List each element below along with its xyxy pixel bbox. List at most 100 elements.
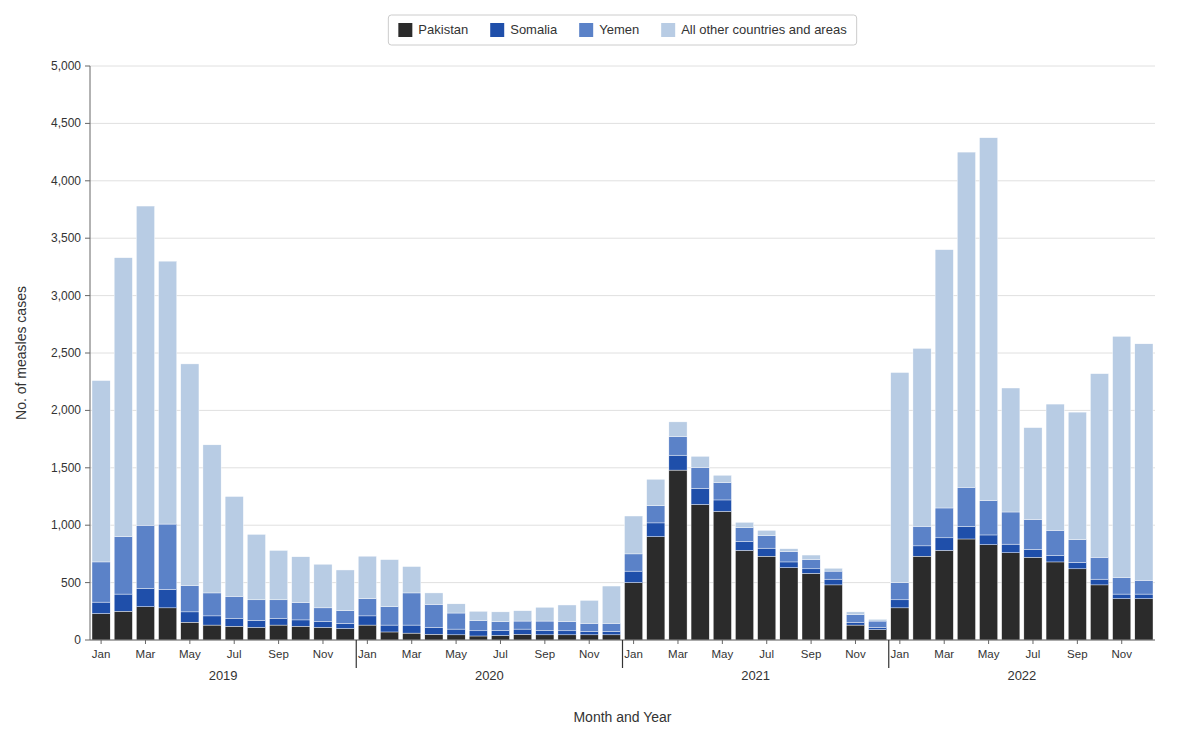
bar-segment bbox=[802, 560, 820, 569]
bar-segment bbox=[957, 539, 975, 640]
y-tick-label: 2,000 bbox=[51, 403, 81, 417]
bar-segment bbox=[913, 546, 931, 556]
bar-segment bbox=[536, 621, 554, 630]
bar-segment bbox=[780, 568, 798, 640]
bar-segment bbox=[1024, 428, 1042, 520]
legend-item: Yemen bbox=[579, 22, 639, 37]
bar-segment bbox=[1090, 585, 1108, 640]
bar-segment bbox=[1135, 599, 1153, 640]
bar-segment bbox=[624, 571, 642, 582]
year-divider bbox=[622, 640, 623, 668]
bar-segment bbox=[247, 534, 265, 599]
bar-segment bbox=[602, 623, 620, 631]
bar-segment bbox=[225, 618, 243, 626]
x-tick bbox=[1032, 640, 1033, 644]
bar-segment bbox=[425, 634, 443, 640]
legend-label: Pakistan bbox=[418, 22, 468, 37]
x-tick-label: May bbox=[711, 648, 733, 660]
legend-swatch bbox=[398, 23, 412, 37]
y-tick bbox=[85, 180, 90, 181]
bar-segment bbox=[891, 583, 909, 600]
bar-segment bbox=[913, 348, 931, 526]
bar-segment bbox=[181, 364, 199, 586]
bar-segment bbox=[292, 620, 310, 626]
bar-segment bbox=[1068, 563, 1086, 569]
bar-segment bbox=[846, 615, 864, 622]
bar-segment bbox=[1113, 594, 1131, 599]
y-tick bbox=[85, 353, 90, 354]
bar-segment bbox=[469, 620, 487, 630]
bar-segment bbox=[913, 556, 931, 640]
x-tick-label: Nov bbox=[313, 648, 334, 660]
bar-segment bbox=[425, 604, 443, 627]
bar-segment bbox=[935, 508, 953, 538]
bar-segment bbox=[92, 614, 110, 640]
x-tick-label: May bbox=[978, 648, 1000, 660]
bar-segment bbox=[735, 550, 753, 640]
x-tick-label: Nov bbox=[579, 648, 600, 660]
x-tick bbox=[811, 640, 812, 644]
bar-segment bbox=[780, 562, 798, 568]
bar-segment bbox=[336, 611, 354, 624]
chart: 05001,0001,5002,0002,5003,0003,5004,0004… bbox=[0, 0, 1185, 744]
legend-label: All other countries and areas bbox=[681, 22, 847, 37]
bar-segment bbox=[558, 635, 576, 640]
x-tick bbox=[855, 640, 856, 644]
y-tick bbox=[85, 410, 90, 411]
bar-segment bbox=[225, 596, 243, 618]
x-tick-label: Jan bbox=[92, 648, 111, 660]
bar-segment bbox=[846, 622, 864, 625]
bar-segment bbox=[491, 630, 509, 635]
x-tick bbox=[1121, 640, 1122, 644]
x-axis: JanMarMayJulSepNovJanMarMayJulSepNovJanM… bbox=[90, 640, 1155, 683]
bar-segment bbox=[891, 373, 909, 583]
bar-segment bbox=[979, 138, 997, 501]
bar-segment bbox=[469, 636, 487, 640]
bar-segment bbox=[403, 567, 421, 593]
bar-segment bbox=[1068, 412, 1086, 539]
bar-segment bbox=[203, 445, 221, 593]
bar-segment bbox=[136, 206, 154, 525]
bar-segment bbox=[92, 562, 110, 602]
x-axis-title: Month and Year bbox=[573, 709, 671, 725]
bar-segment bbox=[713, 500, 731, 511]
x-tick bbox=[456, 640, 457, 644]
bar-segment bbox=[824, 585, 842, 640]
bar-segment bbox=[558, 631, 576, 635]
bar-segment bbox=[1046, 404, 1064, 530]
bar-segment bbox=[358, 625, 376, 640]
bar-segment bbox=[869, 630, 887, 640]
bar-segment bbox=[1090, 579, 1108, 585]
bar-segment bbox=[647, 523, 665, 537]
bar-segment bbox=[92, 381, 110, 562]
bar-segment bbox=[647, 537, 665, 640]
bar-segment bbox=[114, 594, 132, 611]
bar-segment bbox=[536, 630, 554, 635]
y-tick bbox=[85, 295, 90, 296]
bar-segment bbox=[602, 586, 620, 623]
bar-segment bbox=[780, 549, 798, 552]
bar-segment bbox=[380, 607, 398, 625]
bar-segment bbox=[669, 470, 687, 640]
bar-segment bbox=[624, 516, 642, 554]
x-tick bbox=[544, 640, 545, 644]
bar-segment bbox=[891, 608, 909, 640]
bar-segment bbox=[136, 525, 154, 588]
bar-segment bbox=[181, 585, 199, 611]
bar-segment bbox=[536, 607, 554, 621]
x-tick bbox=[944, 640, 945, 644]
bars bbox=[92, 138, 1153, 640]
bar-segment bbox=[491, 622, 509, 631]
y-tick-label: 5,000 bbox=[51, 59, 81, 73]
bar-segment bbox=[514, 634, 532, 640]
grid-line bbox=[90, 66, 1155, 67]
bar-segment bbox=[624, 554, 642, 571]
y-tick-label: 500 bbox=[61, 576, 81, 590]
bar-segment bbox=[292, 557, 310, 603]
bar-segment bbox=[691, 456, 709, 467]
year-label: 2019 bbox=[209, 668, 238, 683]
x-tick bbox=[278, 640, 279, 644]
bar-segment bbox=[136, 588, 154, 606]
x-tick-label: Mar bbox=[934, 648, 954, 660]
bar-segment bbox=[624, 583, 642, 640]
